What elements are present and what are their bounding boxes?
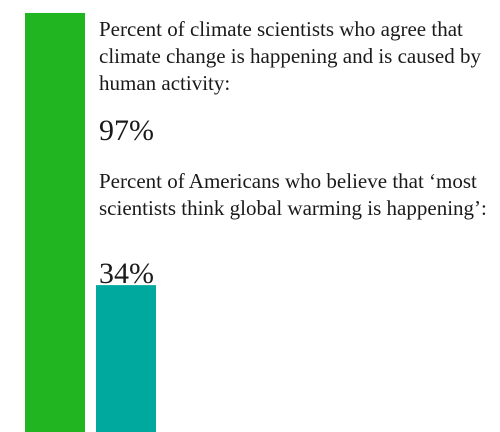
bar-americans	[96, 285, 156, 432]
bar-value-label-americans: 34%	[99, 257, 154, 290]
bar-label-scientists: Percent of climate scientists who agree …	[99, 17, 481, 95]
bar-value-label-scientists: 97%	[99, 114, 154, 147]
bar-scientists	[25, 12, 85, 432]
bar-label-americans: Percent of Americans who believe that ‘m…	[99, 169, 487, 220]
